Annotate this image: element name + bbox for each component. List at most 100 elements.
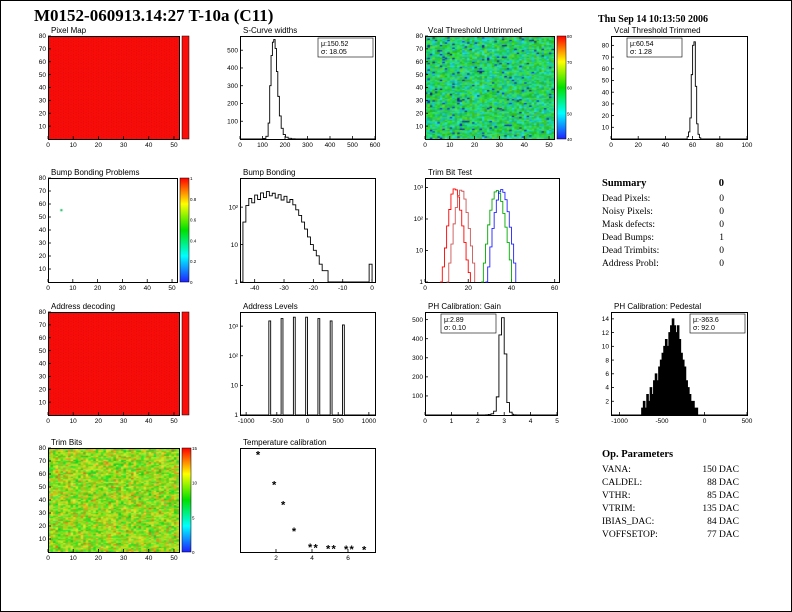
svg-text:10: 10 <box>416 248 424 255</box>
svg-text:300: 300 <box>302 142 313 149</box>
svg-text:0.8: 0.8 <box>190 197 197 202</box>
svg-text:60: 60 <box>602 66 610 73</box>
svg-text:10: 10 <box>70 555 78 562</box>
svg-text:10: 10 <box>39 266 47 273</box>
svg-text:0.6: 0.6 <box>190 218 197 223</box>
svg-text:40: 40 <box>662 142 670 149</box>
svg-text:100: 100 <box>742 142 753 149</box>
svg-text:0.2: 0.2 <box>190 259 197 264</box>
svg-text:4: 4 <box>605 385 609 392</box>
address-levels-plot: Address Levels -1000 -500 0 500 1000 1 10 10² 10³ <box>229 302 377 425</box>
page-title: M0152-060913.14:27 T-10a (C11) <box>34 6 274 25</box>
svg-text:50: 50 <box>170 418 178 425</box>
ph-calibration-pedestal-series-histogram <box>611 318 747 416</box>
svg-text:40: 40 <box>508 285 516 292</box>
svg-text:10: 10 <box>39 399 47 406</box>
svg-text:2: 2 <box>476 418 480 425</box>
ph-calibration-gain-title: PH Calibration: Gain <box>428 302 501 311</box>
bump-bonding-plot: Bump Bonding -40 -30 -20 -10 0 1 10 10² <box>229 168 376 292</box>
svg-text:400: 400 <box>412 336 423 343</box>
svg-text:1: 1 <box>450 418 454 425</box>
bump-bonding-problems-title: Bump Bonding Problems <box>51 168 140 177</box>
vcal-threshold-trimmed-series-histogram <box>611 41 747 140</box>
op-param-value: 135 DAC <box>702 504 739 514</box>
svg-text:80: 80 <box>567 34 573 39</box>
trim-bit-test-title: Trim Bit Test <box>428 168 473 177</box>
pixel-map-title: Pixel Map <box>51 26 87 35</box>
svg-text:4: 4 <box>529 418 533 425</box>
trim-bit-test-plot: Trim Bit Test 0 20 40 60 1 10 10² 10³ <box>414 168 560 292</box>
svg-text:70: 70 <box>39 188 47 195</box>
svg-text:4: 4 <box>310 555 314 562</box>
svg-text:10: 10 <box>446 142 454 149</box>
svg-text:σ: 18.05: σ: 18.05 <box>321 49 347 56</box>
summary-row-value: 0 <box>719 207 724 217</box>
svg-text:*: * <box>344 544 349 556</box>
pixel-map-heatmap <box>48 36 179 139</box>
svg-text:70: 70 <box>602 54 610 61</box>
svg-text:20: 20 <box>39 386 47 393</box>
timestamp: Thu Sep 14 10:13:50 2006 <box>598 14 709 25</box>
svg-text:1: 1 <box>234 412 238 419</box>
svg-text:100: 100 <box>412 393 423 400</box>
trim-bits-title: Trim Bits <box>51 438 82 447</box>
svg-text:60: 60 <box>39 201 47 208</box>
svg-text:60: 60 <box>39 335 47 342</box>
summary-header: Summary <box>602 178 647 189</box>
svg-text:-30: -30 <box>279 285 289 292</box>
ph-calibration-gain-plot: PH Calibration: Gain 0 1 2 3 4 5 100 200 300 400 50… <box>412 302 559 425</box>
svg-text:30: 30 <box>39 98 47 105</box>
svg-text:70: 70 <box>39 46 47 53</box>
svg-text:200: 200 <box>227 101 238 108</box>
address-decoding-plot: Address decoding 0 10 20 30 40 50 10 20 30 40 50 60 7… <box>39 302 190 425</box>
op-parameters-panel: Op. Parameters VANA: 150 DAC CALDEL: 88 … <box>602 449 739 540</box>
summary-row-value: 0 <box>719 246 724 256</box>
svg-text:*: * <box>326 543 331 555</box>
svg-text:10: 10 <box>70 418 78 425</box>
svg-text:60: 60 <box>551 285 559 292</box>
ph-calibration-gain-stats-box <box>440 313 497 334</box>
svg-text:20: 20 <box>95 418 103 425</box>
temperature-calibration-title: Temperature calibration <box>243 438 327 447</box>
op-parameters-header-row: Op. Parameters <box>602 449 739 460</box>
svg-text:80: 80 <box>416 33 424 40</box>
summary-header-row: Summary 0 <box>602 178 724 189</box>
svg-text:60: 60 <box>39 471 47 478</box>
svg-text:30: 30 <box>120 142 128 149</box>
summary-row-label: Dead Trimbits: <box>602 246 660 256</box>
scurve-widths-title: S-Curve widths <box>243 26 297 35</box>
trim-blue-histogram <box>485 189 517 283</box>
svg-text:30: 30 <box>120 555 128 562</box>
svg-text:*: * <box>331 544 336 556</box>
summary-row-label: Dead Bumps: <box>602 233 654 243</box>
svg-text:40: 40 <box>145 555 153 562</box>
svg-text:50: 50 <box>602 78 610 85</box>
svg-text:10: 10 <box>70 142 78 149</box>
svg-text:-1000: -1000 <box>611 418 628 425</box>
svg-text:10: 10 <box>231 383 239 390</box>
op-param-value: 84 DAC <box>707 517 739 527</box>
svg-text:50: 50 <box>416 72 424 79</box>
op-param-label: VANA: <box>602 465 631 475</box>
svg-text:80: 80 <box>716 142 724 149</box>
bump-bonding-problems-heatmap <box>48 178 177 282</box>
svg-text:*: * <box>256 449 261 461</box>
op-param-label: CALDEL: <box>602 478 643 488</box>
scurve-widths-series-histogram <box>240 39 375 140</box>
svg-text:50: 50 <box>545 142 553 149</box>
svg-text:500: 500 <box>742 418 753 425</box>
svg-text:0: 0 <box>423 418 427 425</box>
svg-text:0: 0 <box>423 285 427 292</box>
svg-text:14: 14 <box>602 316 610 323</box>
svg-text:-10: -10 <box>338 285 348 292</box>
svg-text:10³: 10³ <box>414 185 424 192</box>
trim-bits-colorbar <box>181 447 192 553</box>
svg-text:*: * <box>281 500 286 512</box>
ph-calibration-pedestal-stats-box <box>689 313 746 334</box>
svg-text:30: 30 <box>119 285 127 292</box>
svg-text:0: 0 <box>46 555 50 562</box>
svg-text:15: 15 <box>192 446 198 451</box>
pixel-map-plot: Pixel Map 0 10 20 30 40 50 10 20 30 40 50 60 70 80 <box>39 26 190 149</box>
summary-row-dead-bumps: Dead Bumps: 1 <box>602 233 724 243</box>
